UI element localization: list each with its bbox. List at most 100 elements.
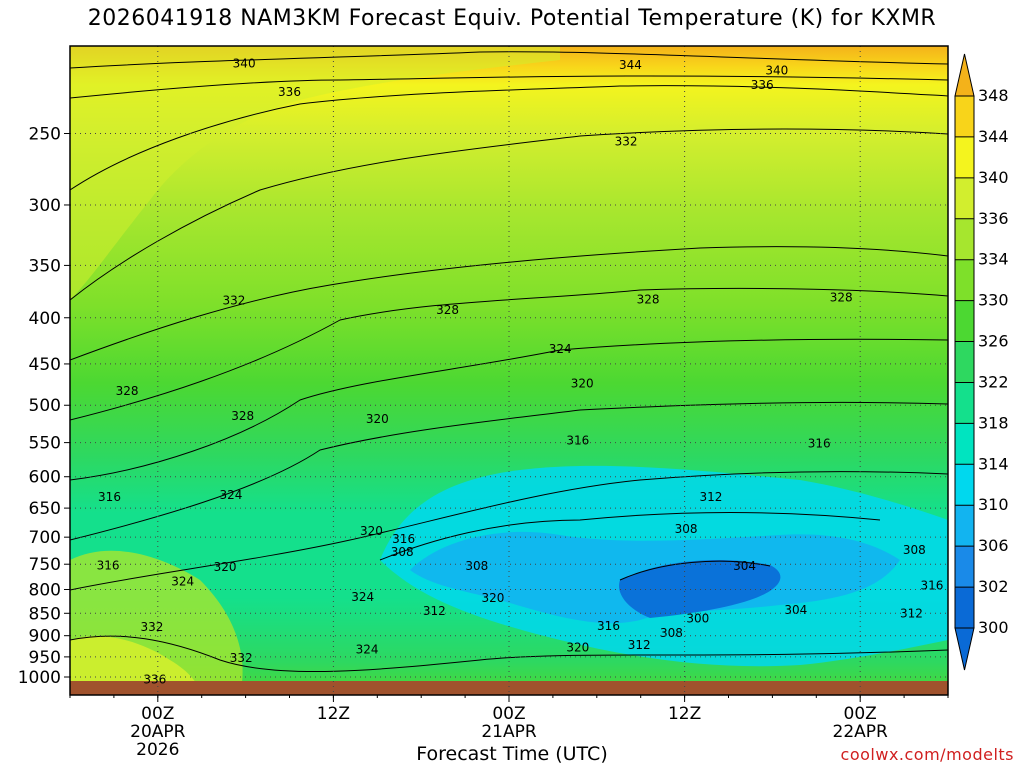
colorbar-label: 314	[978, 454, 1009, 473]
contour-label: 300	[686, 611, 709, 625]
x-axis-title: Forecast Time (UTC)	[416, 743, 608, 765]
colorbar-segment	[955, 587, 974, 628]
contour-label: 316	[597, 619, 620, 633]
contour-label: 304	[733, 559, 756, 573]
chart-title: 2026041918 NAM3KM Forecast Equiv. Potent…	[87, 6, 937, 31]
contour-label: 316	[98, 490, 121, 504]
contour-label: 308	[660, 626, 683, 640]
contour-label: 320	[571, 376, 594, 390]
colorbar-segment	[955, 259, 974, 301]
contour-label: 332	[615, 134, 638, 148]
contour-label: 340	[765, 64, 788, 78]
colorbar-bottom-arrow	[954, 627, 975, 671]
colorbar-label: 306	[978, 536, 1009, 555]
y-tick-label: 600	[29, 468, 61, 488]
field-region-surface-yellow	[70, 636, 200, 695]
colorbar-label: 330	[978, 291, 1009, 310]
y-axis: 250 300 350 400 450 500 550 600 650 700 750 800 850 9…	[18, 124, 70, 688]
y-tick-label: 850	[29, 604, 61, 624]
colorbar-segment	[955, 423, 974, 465]
colorbar-segment	[955, 177, 974, 219]
contour-label: 312	[900, 606, 923, 620]
contour-label: 308	[903, 543, 926, 557]
contour-label: 316	[566, 433, 589, 447]
contour-label: 320	[360, 524, 383, 538]
y-tick-label: 550	[29, 434, 61, 454]
contour-label: 308	[465, 559, 488, 573]
x-tick-label: 00Z	[141, 704, 174, 724]
contour-label: 324	[549, 342, 572, 356]
contour-label: 340	[233, 56, 256, 70]
colorbar-top-arrow	[954, 53, 975, 97]
contour-label: 328	[436, 303, 459, 317]
colorbar-segment	[955, 96, 974, 137]
contour-label: 316	[392, 532, 415, 546]
contour-label: 336	[278, 85, 301, 99]
colorbar-segment	[955, 464, 974, 506]
colorbar-label: 334	[978, 250, 1009, 269]
colorbar-segment	[955, 300, 974, 342]
x-tick-label: 12Z	[668, 704, 701, 724]
y-tick-label: 950	[29, 648, 61, 668]
contour-label: 328	[116, 384, 139, 398]
colorbar-label: 322	[978, 372, 1009, 391]
colorbar-segment	[955, 341, 974, 383]
contour-label: 332	[230, 651, 253, 665]
y-tick-label: 300	[29, 196, 61, 216]
x-tick-label: 00Z	[492, 704, 525, 724]
colorbar-label: 326	[978, 332, 1009, 351]
colorbar-segment	[955, 505, 974, 547]
x-tick-label: 20APR	[130, 722, 186, 742]
colorbar-label: 344	[978, 127, 1009, 146]
grid-lines	[70, 46, 948, 695]
colorbar-segment	[955, 218, 974, 260]
credit-link[interactable]: coolwx.com/modelts	[840, 745, 1014, 764]
y-tick-label: 750	[29, 555, 61, 575]
contour-label: 316	[808, 436, 831, 450]
colorbar-label: 318	[978, 413, 1009, 432]
contour-label: 304	[784, 603, 807, 617]
contour-label: 328	[830, 291, 853, 305]
contour-label: 332	[140, 620, 163, 634]
contour-label: 320	[366, 412, 389, 426]
contour-label: 324	[356, 642, 379, 656]
contour-label: 308	[675, 522, 698, 536]
contour-label: 312	[699, 490, 722, 504]
colorbar-label: 300	[978, 618, 1009, 637]
colorbar-label: 310	[978, 495, 1009, 514]
contour-label: 328	[231, 409, 254, 423]
contour-label: 324	[171, 575, 194, 589]
contour-label: 336	[751, 78, 774, 92]
contour-label: 308	[391, 545, 414, 559]
y-tick-label: 450	[29, 355, 61, 375]
y-tick-label: 900	[29, 627, 61, 647]
y-tick-label: 800	[29, 581, 61, 601]
y-tick-label: 500	[29, 396, 61, 416]
y-tick-label: 700	[29, 528, 61, 548]
contour-label: 336	[143, 673, 166, 687]
colorbar-label: 348	[978, 86, 1009, 105]
contour-label: 324	[351, 590, 374, 604]
contour-label: 320	[481, 591, 504, 605]
contour-lines	[70, 51, 948, 673]
x-tick-label: 21APR	[481, 722, 537, 742]
y-tick-label: 1000	[18, 668, 61, 688]
contour-label: 324	[220, 488, 243, 502]
y-tick-label: 650	[29, 499, 61, 519]
y-tick-label: 400	[29, 309, 61, 329]
field-region-left-warm	[70, 46, 560, 300]
x-tick-label: 22APR	[833, 722, 889, 742]
contour-label: 316	[97, 558, 120, 572]
contour-label: 312	[423, 604, 446, 618]
x-tick-label: 00Z	[844, 704, 877, 724]
field-region-coldest	[619, 560, 781, 618]
contour-label: 316	[920, 579, 943, 593]
colorbar-segment	[955, 136, 974, 178]
contour-label: 332	[222, 294, 245, 308]
contour-label: 344	[619, 58, 642, 72]
y-tick-label: 250	[29, 124, 61, 144]
